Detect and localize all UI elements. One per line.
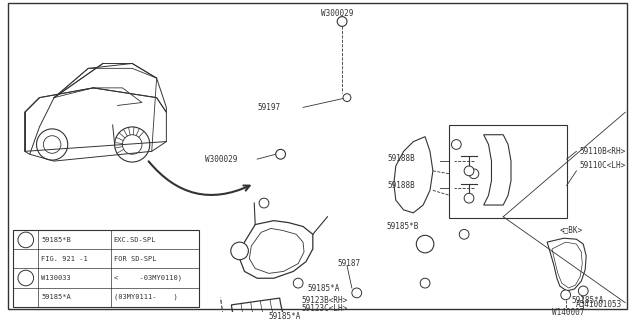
Text: 59188B: 59188B	[388, 181, 415, 190]
Text: 59188B: 59188B	[388, 154, 415, 163]
Text: 59185*A: 59185*A	[42, 294, 71, 300]
Text: W140007: W140007	[552, 308, 584, 317]
Circle shape	[451, 140, 461, 149]
Text: EXC.SD-SPL: EXC.SD-SPL	[114, 237, 156, 243]
Circle shape	[337, 17, 347, 26]
Text: FOR SD-SPL: FOR SD-SPL	[114, 256, 156, 262]
Circle shape	[18, 270, 33, 286]
Text: 59185*A: 59185*A	[308, 284, 340, 293]
Text: 1: 1	[24, 237, 28, 243]
Text: 2: 2	[237, 248, 242, 254]
Circle shape	[469, 169, 479, 179]
Text: 59187: 59187	[337, 259, 360, 268]
Circle shape	[18, 232, 33, 248]
Text: 59185*A: 59185*A	[269, 312, 301, 320]
Circle shape	[464, 166, 474, 176]
Circle shape	[416, 235, 434, 253]
Text: 59185*A: 59185*A	[572, 296, 604, 305]
Text: 59110B<RH>: 59110B<RH>	[579, 147, 625, 156]
Text: A541001053: A541001053	[576, 300, 622, 308]
Circle shape	[276, 149, 285, 159]
Text: <□BK>: <□BK>	[560, 225, 583, 234]
Circle shape	[420, 278, 430, 288]
Circle shape	[561, 290, 570, 300]
Text: 2: 2	[24, 275, 28, 281]
Circle shape	[352, 288, 362, 298]
Text: 59197: 59197	[257, 103, 280, 112]
Circle shape	[579, 286, 588, 296]
Text: W300029: W300029	[205, 155, 238, 164]
Circle shape	[293, 278, 303, 288]
Text: <     -03MY0110): < -03MY0110)	[114, 275, 182, 281]
Bar	[449, 125, 566, 218]
Circle shape	[231, 242, 248, 260]
Circle shape	[460, 229, 469, 239]
Text: 59123C<LH>: 59123C<LH>	[301, 304, 348, 313]
Text: 59185*B: 59185*B	[42, 237, 71, 243]
Text: (03MY0111-    ): (03MY0111- )	[114, 294, 177, 300]
Text: 59185*B: 59185*B	[386, 222, 419, 231]
Text: 59123B<RH>: 59123B<RH>	[301, 296, 348, 305]
Bar	[13, 230, 198, 307]
Text: W300029: W300029	[321, 9, 353, 18]
Text: 59110C<LH>: 59110C<LH>	[579, 162, 625, 171]
Text: 1: 1	[423, 241, 428, 247]
Text: W130033: W130033	[42, 275, 71, 281]
Circle shape	[343, 94, 351, 101]
Circle shape	[464, 193, 474, 203]
Text: FIG. 921 -1: FIG. 921 -1	[42, 256, 88, 262]
Circle shape	[259, 198, 269, 208]
